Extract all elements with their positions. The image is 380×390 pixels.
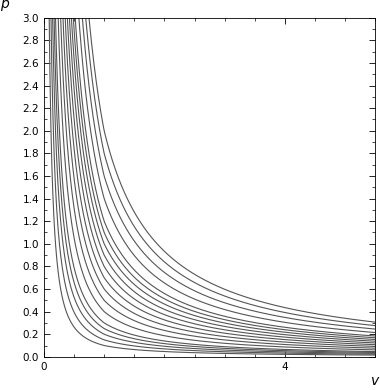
Y-axis label: p: p xyxy=(0,0,8,11)
X-axis label: v: v xyxy=(371,374,380,388)
